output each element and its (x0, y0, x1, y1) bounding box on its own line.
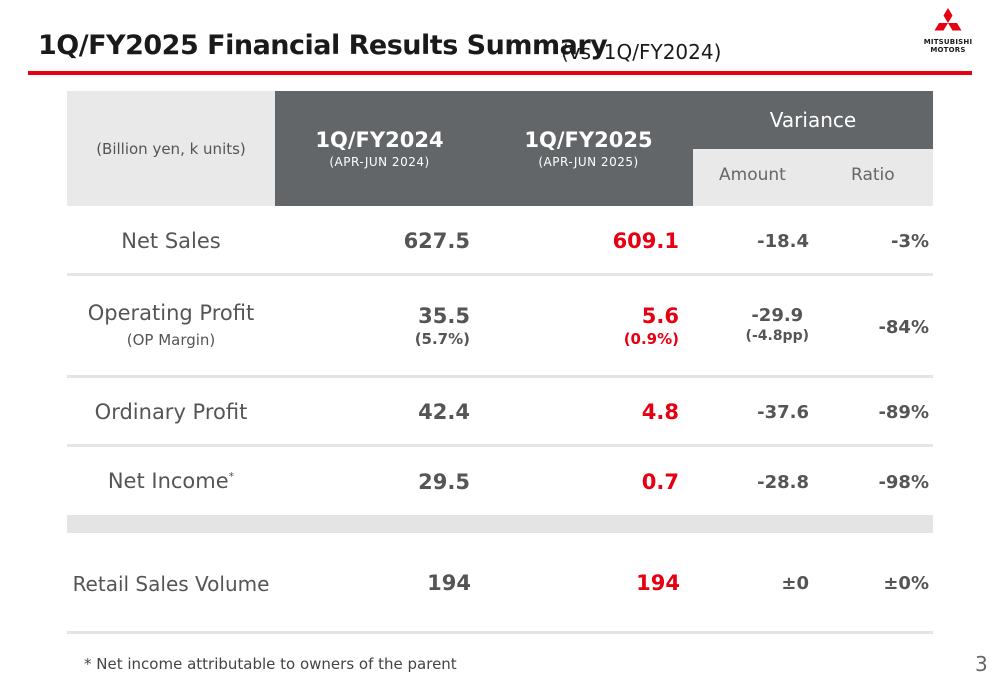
net-sales-prev: 627.5 (403, 229, 470, 253)
operating-profit-prev: 35.5 (5.7%) (415, 304, 470, 348)
page-subtitle: (vs. 1Q/FY2024) (561, 40, 722, 64)
operating-profit-curr-value: 5.6 (641, 304, 679, 328)
net-income-label: Net Income (107, 469, 229, 493)
net-income-ratio: -98% (878, 472, 929, 493)
net-sales-ratio: -3% (890, 231, 929, 252)
footnote-marker: * (228, 470, 235, 483)
mitsubishi-logo: MITSUBISHI MOTORS (917, 8, 979, 64)
column-header-prev: 1Q/FY2024 (APR-JUN 2024) (275, 127, 484, 171)
variance-amount-header: Amount (719, 165, 786, 185)
retail-sales-amount: ±0 (781, 573, 809, 594)
three-diamonds-icon (934, 8, 962, 31)
column-curr-label: 1Q/FY2025 (524, 128, 653, 152)
logo-text-line1: MITSUBISHI (923, 38, 973, 46)
footnote: * Net income attributable to owners of t… (84, 655, 457, 673)
page-title: 1Q/FY2025 Financial Results Summary (38, 30, 608, 61)
row-label-net-sales: Net Sales (121, 229, 221, 253)
page-number: 3 (975, 652, 988, 676)
logo-text-line2: MOTORS (930, 46, 966, 54)
row-separator (67, 444, 933, 447)
row-separator (67, 375, 933, 378)
ordinary-profit-curr: 4.8 (641, 400, 679, 424)
unit-label-cell: (Billion yen, k units) (67, 91, 275, 206)
ordinary-profit-prev: 42.4 (418, 400, 470, 424)
variance-ratio-header: Ratio (851, 165, 895, 185)
ordinary-profit-amount: -37.6 (757, 402, 809, 423)
operating-profit-amount: -29.9 (-4.8pp) (746, 305, 809, 344)
retail-sales-prev: 194 (427, 571, 471, 595)
row-label-operating-profit: Operating Profit (OP Margin) (67, 301, 275, 349)
variance-subheader (693, 149, 933, 206)
net-sales-curr: 609.1 (612, 229, 679, 253)
retail-sales-ratio: ±0% (883, 573, 929, 594)
unit-label: (Billion yen, k units) (96, 139, 246, 158)
operating-profit-amount-value: -29.9 (751, 305, 804, 326)
net-income-amount: -28.8 (757, 472, 809, 493)
operating-profit-curr: 5.6 (0.9%) (624, 304, 679, 348)
column-prev-label: 1Q/FY2024 (315, 128, 444, 152)
net-income-curr: 0.7 (641, 470, 679, 494)
op-margin-label: (OP Margin) (126, 331, 216, 349)
row-label-net-income: Net Income* (67, 469, 275, 493)
row-label-retail-sales: Retail Sales Volume (72, 572, 270, 596)
variance-header: Variance (769, 108, 857, 132)
op-margin-curr-value: (0.9%) (623, 330, 679, 348)
operating-profit-label: Operating Profit (87, 301, 255, 325)
retail-sales-curr: 194 (636, 571, 680, 595)
column-curr-period: (APR-JUN 2025) (538, 155, 639, 169)
op-margin-prev-value: (5.7%) (414, 330, 470, 348)
net-sales-amount: -18.4 (757, 231, 809, 252)
section-divider (67, 515, 933, 533)
row-label-ordinary-profit: Ordinary Profit (94, 400, 248, 424)
operating-profit-ratio: -84% (878, 317, 929, 338)
row-separator (67, 273, 933, 276)
ordinary-profit-ratio: -89% (878, 402, 929, 423)
column-prev-period: (APR-JUN 2024) (329, 155, 430, 169)
column-header-curr: 1Q/FY2025 (APR-JUN 2025) (484, 127, 693, 171)
table-bottom-rule (67, 631, 933, 634)
operating-profit-prev-value: 35.5 (418, 304, 470, 328)
op-margin-amount-value: (-4.8pp) (745, 328, 809, 344)
title-underline (28, 71, 972, 75)
net-income-prev: 29.5 (418, 470, 470, 494)
